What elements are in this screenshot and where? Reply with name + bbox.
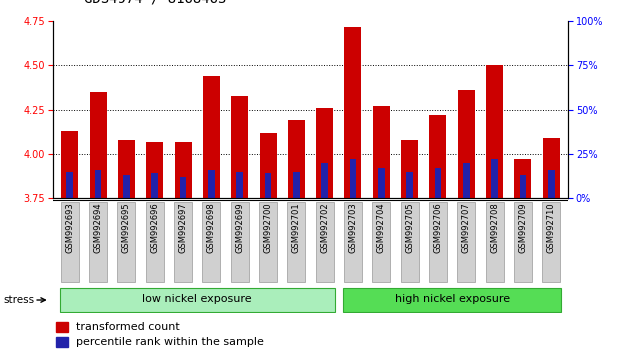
FancyBboxPatch shape: [372, 202, 391, 281]
FancyBboxPatch shape: [288, 202, 306, 281]
Text: GSM992693: GSM992693: [65, 202, 75, 253]
Bar: [152, 173, 158, 198]
Bar: [406, 172, 413, 198]
Bar: [265, 173, 271, 198]
Bar: [118, 140, 135, 198]
Bar: [237, 172, 243, 198]
Bar: [463, 163, 469, 198]
Text: GSM992708: GSM992708: [490, 202, 499, 253]
Bar: [231, 96, 248, 198]
FancyBboxPatch shape: [89, 202, 107, 281]
Text: GSM992702: GSM992702: [320, 202, 329, 253]
Bar: [288, 120, 305, 198]
FancyBboxPatch shape: [117, 202, 135, 281]
Text: GSM992701: GSM992701: [292, 202, 301, 253]
Bar: [56, 322, 68, 332]
Text: GSM992706: GSM992706: [433, 202, 442, 253]
Bar: [208, 170, 215, 198]
Text: transformed count: transformed count: [76, 322, 180, 332]
FancyBboxPatch shape: [514, 202, 532, 281]
FancyBboxPatch shape: [343, 288, 561, 312]
Text: low nickel exposure: low nickel exposure: [142, 295, 252, 304]
Text: GSM992694: GSM992694: [94, 202, 102, 253]
Bar: [548, 170, 555, 198]
Bar: [321, 163, 328, 198]
FancyBboxPatch shape: [457, 202, 475, 281]
Text: high nickel exposure: high nickel exposure: [394, 295, 510, 304]
FancyBboxPatch shape: [259, 202, 277, 281]
Bar: [179, 177, 186, 198]
Text: percentile rank within the sample: percentile rank within the sample: [76, 337, 264, 347]
FancyBboxPatch shape: [315, 202, 333, 281]
Bar: [123, 175, 130, 198]
Text: GSM992696: GSM992696: [150, 202, 159, 253]
Bar: [350, 159, 356, 198]
Bar: [458, 90, 475, 198]
Text: GSM992710: GSM992710: [546, 202, 556, 253]
FancyBboxPatch shape: [486, 202, 504, 281]
FancyBboxPatch shape: [542, 202, 560, 281]
Bar: [491, 159, 498, 198]
Text: GSM992695: GSM992695: [122, 202, 131, 253]
Bar: [146, 142, 163, 198]
FancyBboxPatch shape: [344, 202, 362, 281]
Text: GSM992707: GSM992707: [462, 202, 471, 253]
Bar: [430, 115, 446, 198]
Text: GSM992703: GSM992703: [348, 202, 358, 253]
Bar: [175, 142, 191, 198]
FancyBboxPatch shape: [429, 202, 447, 281]
FancyBboxPatch shape: [146, 202, 164, 281]
Bar: [543, 138, 560, 198]
Bar: [345, 27, 361, 198]
Text: GSM992709: GSM992709: [519, 202, 527, 253]
Bar: [486, 65, 503, 198]
FancyBboxPatch shape: [230, 202, 249, 281]
FancyBboxPatch shape: [60, 288, 335, 312]
FancyBboxPatch shape: [202, 202, 220, 281]
Bar: [514, 159, 532, 198]
Text: GSM992700: GSM992700: [263, 202, 273, 253]
Text: stress: stress: [3, 295, 34, 305]
Bar: [316, 108, 333, 198]
Text: GSM992697: GSM992697: [179, 202, 188, 253]
Text: GSM992704: GSM992704: [377, 202, 386, 253]
Bar: [89, 92, 107, 198]
Bar: [56, 337, 68, 347]
Bar: [373, 106, 390, 198]
FancyBboxPatch shape: [401, 202, 419, 281]
Bar: [203, 76, 220, 198]
Bar: [61, 131, 78, 198]
Bar: [66, 172, 73, 198]
FancyBboxPatch shape: [61, 202, 79, 281]
Text: GDS4974 / 8168463: GDS4974 / 8168463: [84, 0, 226, 5]
Text: GSM992698: GSM992698: [207, 202, 216, 253]
Bar: [520, 175, 527, 198]
Bar: [378, 168, 384, 198]
Bar: [260, 133, 276, 198]
Bar: [435, 168, 442, 198]
Bar: [401, 140, 418, 198]
Bar: [293, 172, 300, 198]
Bar: [94, 170, 101, 198]
FancyBboxPatch shape: [174, 202, 192, 281]
Text: GSM992705: GSM992705: [405, 202, 414, 253]
Text: GSM992699: GSM992699: [235, 202, 244, 253]
